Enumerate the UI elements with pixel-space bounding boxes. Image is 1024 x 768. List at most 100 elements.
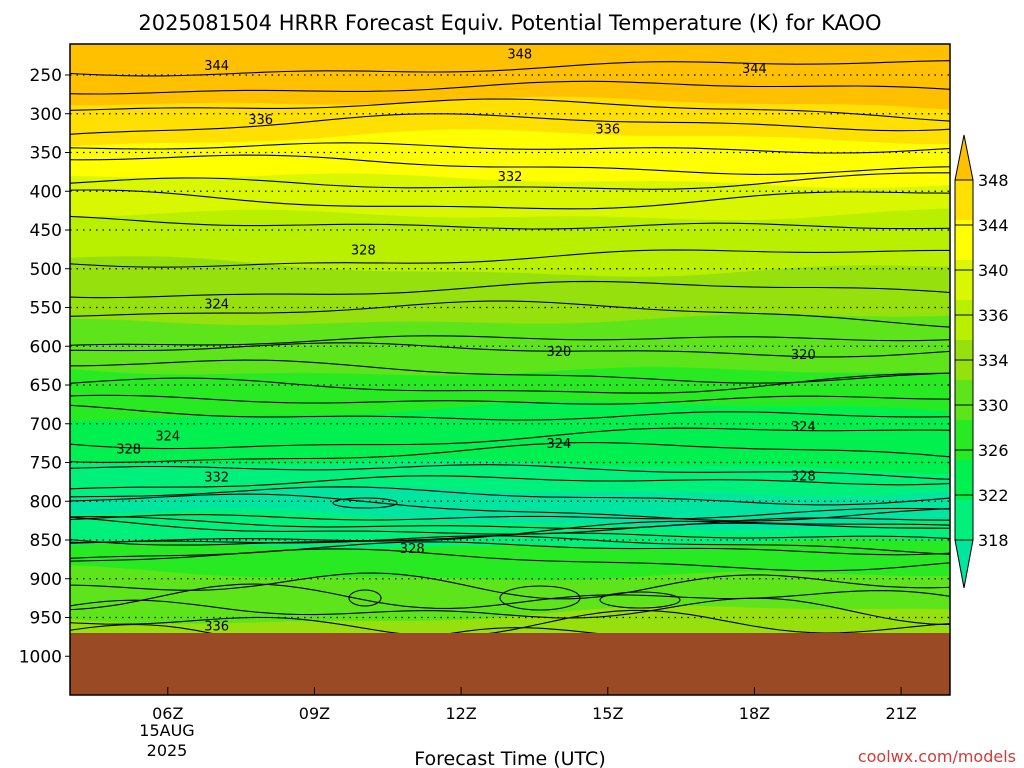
contour-line: [70, 493, 950, 522]
contour-label: 344: [742, 62, 767, 77]
colorbar-label: 348: [978, 171, 1009, 190]
colorbar-label: 318: [978, 531, 1009, 550]
contour-label: 324: [204, 298, 229, 313]
contour-line: [70, 80, 950, 95]
contour-line: [70, 475, 950, 490]
contour-line: [70, 597, 950, 626]
contour-closed: [348, 589, 382, 607]
contour-label: 328: [791, 470, 816, 485]
contour-line: [70, 583, 950, 611]
contour-line: [70, 342, 950, 358]
colorbar-segment: [955, 180, 973, 220]
contour-line: [70, 249, 950, 268]
contour-label: 348: [507, 47, 532, 62]
contour-line: [70, 142, 950, 154]
ground-layer: [70, 633, 950, 695]
contour-line: [70, 609, 950, 638]
contour-label: 324: [791, 420, 816, 435]
x-tick-label: 09Z: [299, 704, 330, 723]
contour-label: 332: [204, 470, 229, 485]
colorbar-segment: [955, 500, 973, 540]
colorbar-segment: [955, 220, 973, 260]
colorbar-label: 322: [978, 486, 1009, 505]
contour-label: 336: [204, 619, 229, 634]
contour-closed: [599, 591, 681, 609]
colorbar-label: 330: [978, 396, 1009, 415]
color-bands: [70, 44, 950, 695]
contour-line: [70, 154, 950, 175]
y-tick-label: 450: [30, 221, 62, 241]
contour-closed: [499, 585, 581, 611]
contour-line: [70, 60, 950, 77]
plot-frame: [69, 43, 951, 696]
colorbar-label: 344: [978, 216, 1009, 235]
y-tick-label: 850: [30, 531, 62, 551]
contour-line: [70, 486, 950, 506]
contour-line: [70, 113, 950, 135]
date-line-1: 15AUG: [139, 721, 194, 740]
contour-line: [70, 427, 950, 450]
contour-line: [70, 507, 950, 521]
contour-line: [70, 172, 950, 190]
contour-line: [70, 280, 950, 299]
contour-label: 320: [546, 345, 571, 360]
contour-closed: [332, 497, 398, 509]
colorbar-label: 334: [978, 351, 1009, 370]
y-tick-label: 750: [30, 454, 62, 474]
contour-line: [70, 404, 950, 421]
y-tick-label: 700: [30, 415, 62, 435]
y-tick-label: 950: [30, 609, 62, 629]
contour-line: [70, 372, 950, 394]
y-tick-label: 600: [30, 337, 62, 357]
plot-area: [70, 44, 950, 695]
contour-label: 328: [116, 443, 141, 458]
x-tick-label: 21Z: [885, 704, 916, 723]
contour-label: 336: [248, 113, 273, 128]
y-tick-label: 500: [30, 260, 62, 280]
x-axis-labels: 06Z 09Z 12Z 15Z 18Z 21Z: [152, 687, 917, 723]
y-tick-label: 900: [30, 570, 62, 590]
y-tick-label: 1000: [19, 647, 62, 667]
colorbar-arrow-bottom: [954, 539, 974, 589]
contour-line: [70, 215, 950, 230]
contour-line: [70, 98, 950, 122]
y-tick-label: 650: [30, 376, 62, 396]
y-tick-label: 250: [30, 66, 62, 86]
colorbar-arrow-top: [954, 134, 974, 181]
contour-label: 324: [155, 429, 180, 444]
date-line-2: 2025: [147, 741, 188, 760]
x-tick-label: 15Z: [592, 704, 623, 723]
contour-label: 324: [546, 437, 571, 452]
contour-line: [70, 394, 950, 405]
contour-line: [70, 516, 950, 530]
y-tick-label: 400: [30, 182, 62, 202]
contour-labels: 348 344 344 336 336 332 328 324 320 320 324 324 324 3…: [116, 47, 816, 634]
colorbar-label: 340: [978, 261, 1009, 280]
colorbar-segment: [955, 300, 973, 340]
contour-line: [70, 359, 950, 384]
contour-line: [70, 441, 950, 463]
contour-label: 328: [351, 243, 376, 258]
colorbar-segment: [955, 460, 973, 500]
contour-line: [70, 535, 950, 555]
y-axis-labels: 250 300 350 400 450 500 550 600 650 700 750 800 850 9…: [19, 66, 70, 667]
y-tick-label: 550: [30, 299, 62, 319]
colorbar-segment: [955, 260, 973, 300]
x-tick-label: 12Z: [445, 704, 476, 723]
watermark[interactable]: coolwx.com/models: [858, 747, 1016, 766]
y-tick-label: 300: [30, 105, 62, 125]
contour-label: 344: [204, 59, 229, 74]
y-tick-label: 800: [30, 492, 62, 512]
contour-line: [70, 335, 950, 346]
contour-label: 320: [791, 348, 816, 363]
y-tick-label: 350: [30, 144, 62, 164]
colorbar-segment: [955, 380, 973, 420]
contour-line: [70, 189, 950, 210]
contour-line: [70, 464, 950, 480]
x-axis-title: Forecast Time (UTC): [414, 748, 605, 768]
colorbar-label: 336: [978, 306, 1009, 325]
contour-line: [70, 532, 950, 543]
x-tick-label: 06Z: [152, 704, 183, 723]
contour-label: 328: [400, 542, 425, 557]
